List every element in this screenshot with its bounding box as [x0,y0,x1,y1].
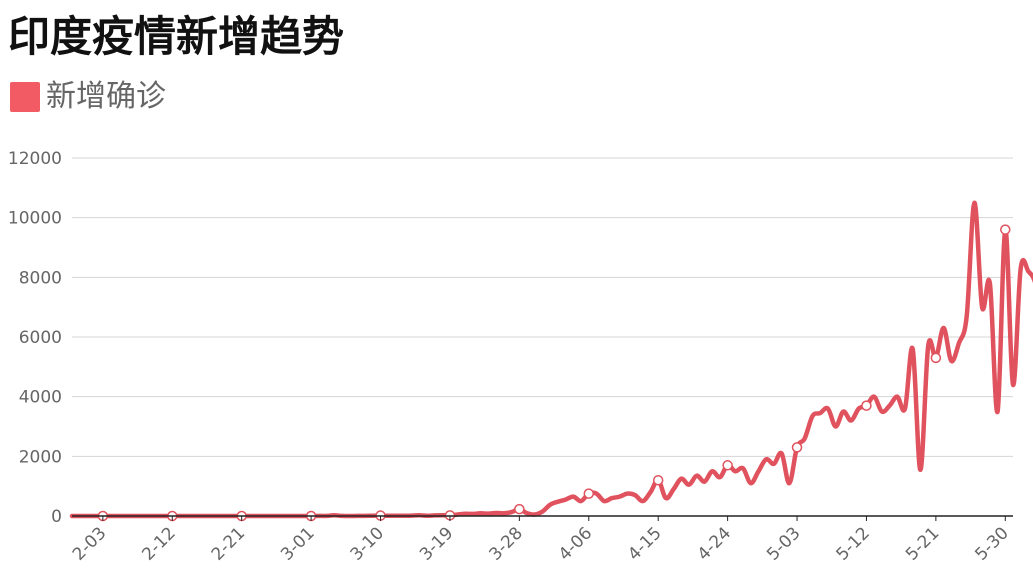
data-point-marker[interactable] [652,474,664,486]
x-tick-label: 4-06 [555,523,596,564]
y-tick-label: 0 [51,507,62,527]
x-tick-label: 3-01 [277,523,318,564]
series-layer [69,200,1033,519]
chart-title: 印度疫情新增趋势 [8,12,345,61]
data-point-marker[interactable] [722,460,733,471]
y-tick-label: 10000 [8,209,62,229]
data-point-marker[interactable] [514,503,525,515]
x-tick-label: 5-30 [971,523,1012,564]
series-line [69,200,1033,519]
x-tick-label: 4-15 [624,523,665,564]
y-tick-label: 12000 [8,149,62,169]
data-point-marker[interactable] [583,488,595,499]
grid-layer [72,157,1013,457]
x-tick-label: 2-12 [138,523,179,564]
legend-label: 新增确诊 [46,79,166,114]
x-tick-label: 3-10 [347,523,388,564]
x-tick-label: 2-03 [69,523,110,564]
data-point-marker[interactable] [791,442,803,453]
legend-swatch [10,82,40,112]
x-tick-label: 3-28 [485,523,526,564]
x-tick-label: 3-19 [416,523,457,564]
x-tick-label: 4-24 [694,523,735,564]
y-tick-label: 4000 [19,388,62,408]
data-point-marker[interactable] [930,352,942,364]
x-tick-label: 5-03 [763,523,804,564]
x-tick-label: 5-12 [833,523,874,564]
y-tick-label: 8000 [19,268,62,288]
data-point-marker[interactable] [1000,224,1011,235]
y-axis-labels: 0 2000 4000 6000 8000 10000 12000 [8,149,62,527]
x-tick-label: 5-21 [902,523,943,564]
marker-layer [97,224,1011,522]
x-axis-labels: 2-03 2-12 2-21 3-01 3-10 3-19 3-28 4-06 4-15 4-24… [69,523,1013,564]
data-point-marker[interactable] [861,400,872,411]
legend[interactable]: 新增确诊 [10,76,166,118]
x-axis [72,515,1013,521]
y-tick-label: 2000 [19,447,62,467]
y-tick-label: 6000 [19,328,62,348]
x-tick-label: 2-21 [208,523,249,564]
